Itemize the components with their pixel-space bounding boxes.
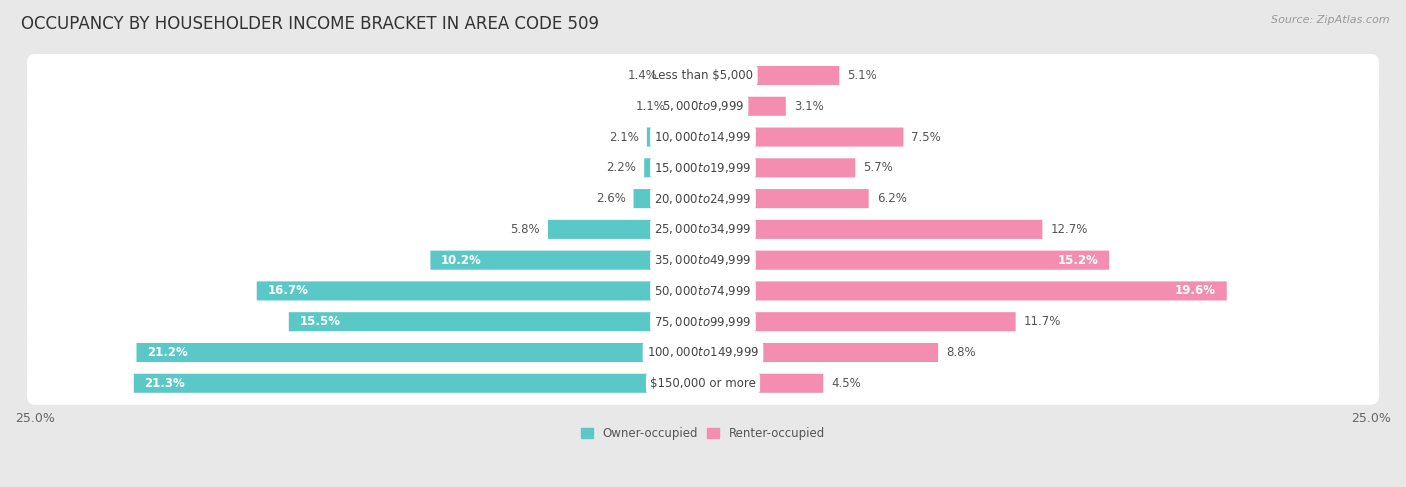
FancyBboxPatch shape: [703, 158, 855, 177]
Text: $15,000 to $19,999: $15,000 to $19,999: [654, 161, 752, 175]
Text: 10.2%: 10.2%: [441, 254, 482, 267]
FancyBboxPatch shape: [27, 239, 1379, 281]
FancyBboxPatch shape: [634, 189, 703, 208]
FancyBboxPatch shape: [27, 146, 1379, 189]
Text: $75,000 to $99,999: $75,000 to $99,999: [654, 315, 752, 329]
FancyBboxPatch shape: [647, 128, 703, 147]
FancyBboxPatch shape: [136, 343, 703, 362]
Text: 1.1%: 1.1%: [636, 100, 665, 113]
Text: OCCUPANCY BY HOUSEHOLDER INCOME BRACKET IN AREA CODE 509: OCCUPANCY BY HOUSEHOLDER INCOME BRACKET …: [21, 15, 599, 33]
Text: Less than $5,000: Less than $5,000: [652, 69, 754, 82]
FancyBboxPatch shape: [644, 158, 703, 177]
Legend: Owner-occupied, Renter-occupied: Owner-occupied, Renter-occupied: [576, 422, 830, 445]
Text: 7.5%: 7.5%: [911, 131, 941, 144]
Text: $20,000 to $24,999: $20,000 to $24,999: [654, 191, 752, 206]
FancyBboxPatch shape: [134, 374, 703, 393]
FancyBboxPatch shape: [548, 220, 703, 239]
Text: Source: ZipAtlas.com: Source: ZipAtlas.com: [1271, 15, 1389, 25]
Text: 5.7%: 5.7%: [863, 161, 893, 174]
FancyBboxPatch shape: [27, 54, 1379, 97]
Text: 5.1%: 5.1%: [848, 69, 877, 82]
Text: 8.8%: 8.8%: [946, 346, 976, 359]
FancyBboxPatch shape: [703, 220, 1042, 239]
FancyBboxPatch shape: [703, 97, 786, 116]
Text: 19.6%: 19.6%: [1175, 284, 1216, 298]
FancyBboxPatch shape: [673, 97, 703, 116]
Text: 21.2%: 21.2%: [148, 346, 188, 359]
Text: $150,000 or more: $150,000 or more: [650, 377, 756, 390]
FancyBboxPatch shape: [27, 208, 1379, 251]
FancyBboxPatch shape: [703, 281, 1227, 300]
Text: $10,000 to $14,999: $10,000 to $14,999: [654, 130, 752, 144]
FancyBboxPatch shape: [703, 312, 1015, 331]
Text: 11.7%: 11.7%: [1024, 315, 1062, 328]
FancyBboxPatch shape: [27, 331, 1379, 374]
Text: 16.7%: 16.7%: [267, 284, 308, 298]
Text: 2.6%: 2.6%: [596, 192, 626, 205]
Text: 4.5%: 4.5%: [831, 377, 860, 390]
FancyBboxPatch shape: [288, 312, 703, 331]
Text: 21.3%: 21.3%: [145, 377, 186, 390]
Text: 2.2%: 2.2%: [606, 161, 636, 174]
Text: $35,000 to $49,999: $35,000 to $49,999: [654, 253, 752, 267]
FancyBboxPatch shape: [27, 177, 1379, 220]
Text: 6.2%: 6.2%: [877, 192, 907, 205]
Text: $5,000 to $9,999: $5,000 to $9,999: [662, 99, 744, 113]
FancyBboxPatch shape: [27, 362, 1379, 405]
Text: $100,000 to $149,999: $100,000 to $149,999: [647, 345, 759, 359]
FancyBboxPatch shape: [703, 189, 869, 208]
Text: 1.4%: 1.4%: [627, 69, 658, 82]
Text: 2.1%: 2.1%: [609, 131, 638, 144]
Text: $50,000 to $74,999: $50,000 to $74,999: [654, 284, 752, 298]
Text: 15.5%: 15.5%: [299, 315, 340, 328]
Text: 3.1%: 3.1%: [794, 100, 824, 113]
Text: $25,000 to $34,999: $25,000 to $34,999: [654, 223, 752, 236]
FancyBboxPatch shape: [27, 85, 1379, 128]
FancyBboxPatch shape: [703, 251, 1109, 270]
FancyBboxPatch shape: [27, 269, 1379, 313]
FancyBboxPatch shape: [430, 251, 703, 270]
FancyBboxPatch shape: [703, 374, 824, 393]
Text: 12.7%: 12.7%: [1050, 223, 1088, 236]
Text: 15.2%: 15.2%: [1057, 254, 1098, 267]
FancyBboxPatch shape: [27, 300, 1379, 343]
FancyBboxPatch shape: [703, 66, 839, 85]
FancyBboxPatch shape: [665, 66, 703, 85]
Text: 5.8%: 5.8%: [510, 223, 540, 236]
FancyBboxPatch shape: [27, 115, 1379, 159]
FancyBboxPatch shape: [703, 343, 938, 362]
FancyBboxPatch shape: [703, 128, 904, 147]
FancyBboxPatch shape: [257, 281, 703, 300]
